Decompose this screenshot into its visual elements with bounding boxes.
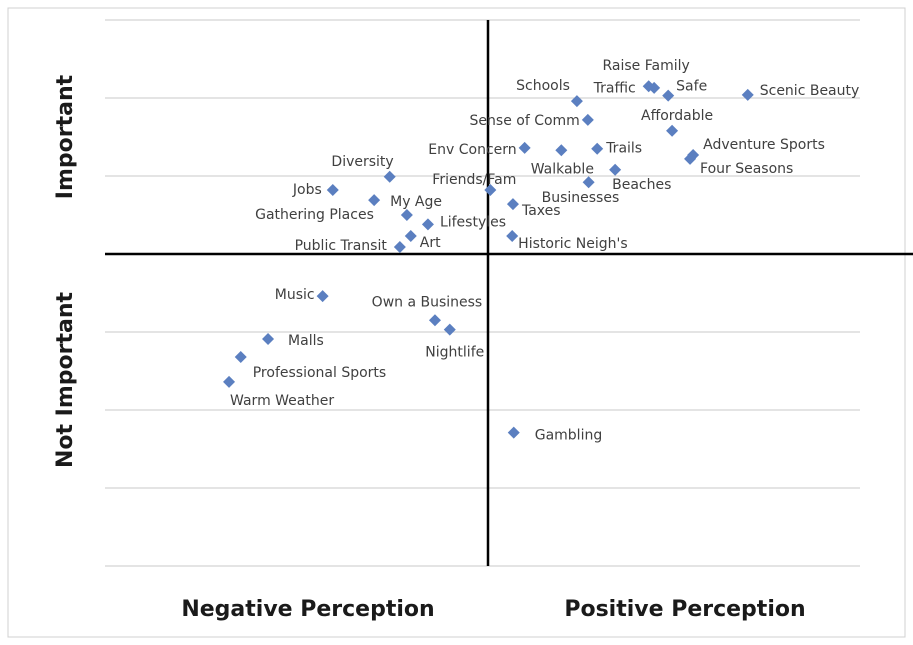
point-label: My Age bbox=[390, 194, 442, 210]
point-label: Adventure Sports bbox=[703, 137, 825, 153]
x-axis-label: Positive Perception bbox=[564, 597, 805, 622]
point bbox=[666, 124, 679, 137]
chart-frame bbox=[7, 7, 906, 638]
point-label: Schools bbox=[516, 78, 570, 94]
point bbox=[223, 375, 236, 388]
point-label: Sense of Comm bbox=[470, 113, 580, 129]
point-label: Nightlife bbox=[425, 345, 484, 361]
point-label: Affordable bbox=[641, 108, 713, 124]
point bbox=[642, 80, 655, 93]
point bbox=[400, 209, 413, 221]
point bbox=[393, 240, 406, 253]
point bbox=[368, 194, 381, 207]
point-label: Businesses bbox=[542, 190, 620, 206]
point-label: Friends/Fam bbox=[432, 172, 516, 188]
point bbox=[582, 176, 595, 189]
point-label: Music bbox=[275, 287, 315, 303]
point-label: Historic Neigh's bbox=[518, 236, 627, 252]
point bbox=[741, 88, 754, 101]
point bbox=[326, 184, 339, 197]
point-label: Art bbox=[420, 235, 441, 251]
point-label: Professional Sports bbox=[253, 365, 386, 381]
point-label: Warm Weather bbox=[230, 393, 334, 409]
point bbox=[555, 144, 568, 157]
point bbox=[570, 95, 583, 108]
point-label: Safe bbox=[676, 79, 707, 95]
point-label: Diversity bbox=[331, 154, 393, 170]
point bbox=[506, 230, 519, 243]
point-label: Gathering Places bbox=[255, 207, 374, 223]
point bbox=[383, 170, 396, 183]
x-axis-label: Negative Perception bbox=[181, 597, 434, 622]
point-label: Jobs bbox=[292, 182, 322, 198]
point bbox=[609, 163, 622, 176]
point-label: Traffic bbox=[593, 80, 636, 96]
point-label: Four Seasons bbox=[700, 161, 793, 177]
point bbox=[443, 323, 456, 336]
point bbox=[262, 333, 275, 346]
point-label: Scenic Beauty bbox=[760, 83, 860, 99]
y-axis-label: Important bbox=[53, 74, 78, 199]
point-label: Walkable bbox=[531, 161, 594, 177]
point-label: Gambling bbox=[535, 428, 603, 444]
point bbox=[404, 230, 417, 243]
point bbox=[518, 141, 531, 154]
point bbox=[421, 218, 434, 231]
point-label: Malls bbox=[288, 333, 324, 349]
point bbox=[684, 152, 697, 165]
point-label: Lifestyles bbox=[440, 214, 506, 230]
point-label: Trails bbox=[605, 141, 642, 157]
point bbox=[581, 113, 594, 126]
point bbox=[507, 426, 520, 439]
point bbox=[506, 198, 519, 211]
point bbox=[662, 89, 675, 102]
point-label: Raise Family bbox=[602, 58, 689, 74]
point bbox=[234, 350, 247, 363]
point-label: Own a Business bbox=[372, 294, 483, 310]
point-label: Public Transit bbox=[295, 238, 388, 254]
point-label: Env Concern bbox=[428, 142, 516, 158]
point bbox=[316, 290, 329, 303]
point-label: Taxes bbox=[521, 203, 561, 219]
point bbox=[428, 314, 441, 327]
point-label: Beaches bbox=[612, 177, 671, 193]
y-axis-label: Not Important bbox=[53, 291, 78, 468]
point bbox=[484, 184, 497, 197]
point bbox=[591, 142, 604, 155]
